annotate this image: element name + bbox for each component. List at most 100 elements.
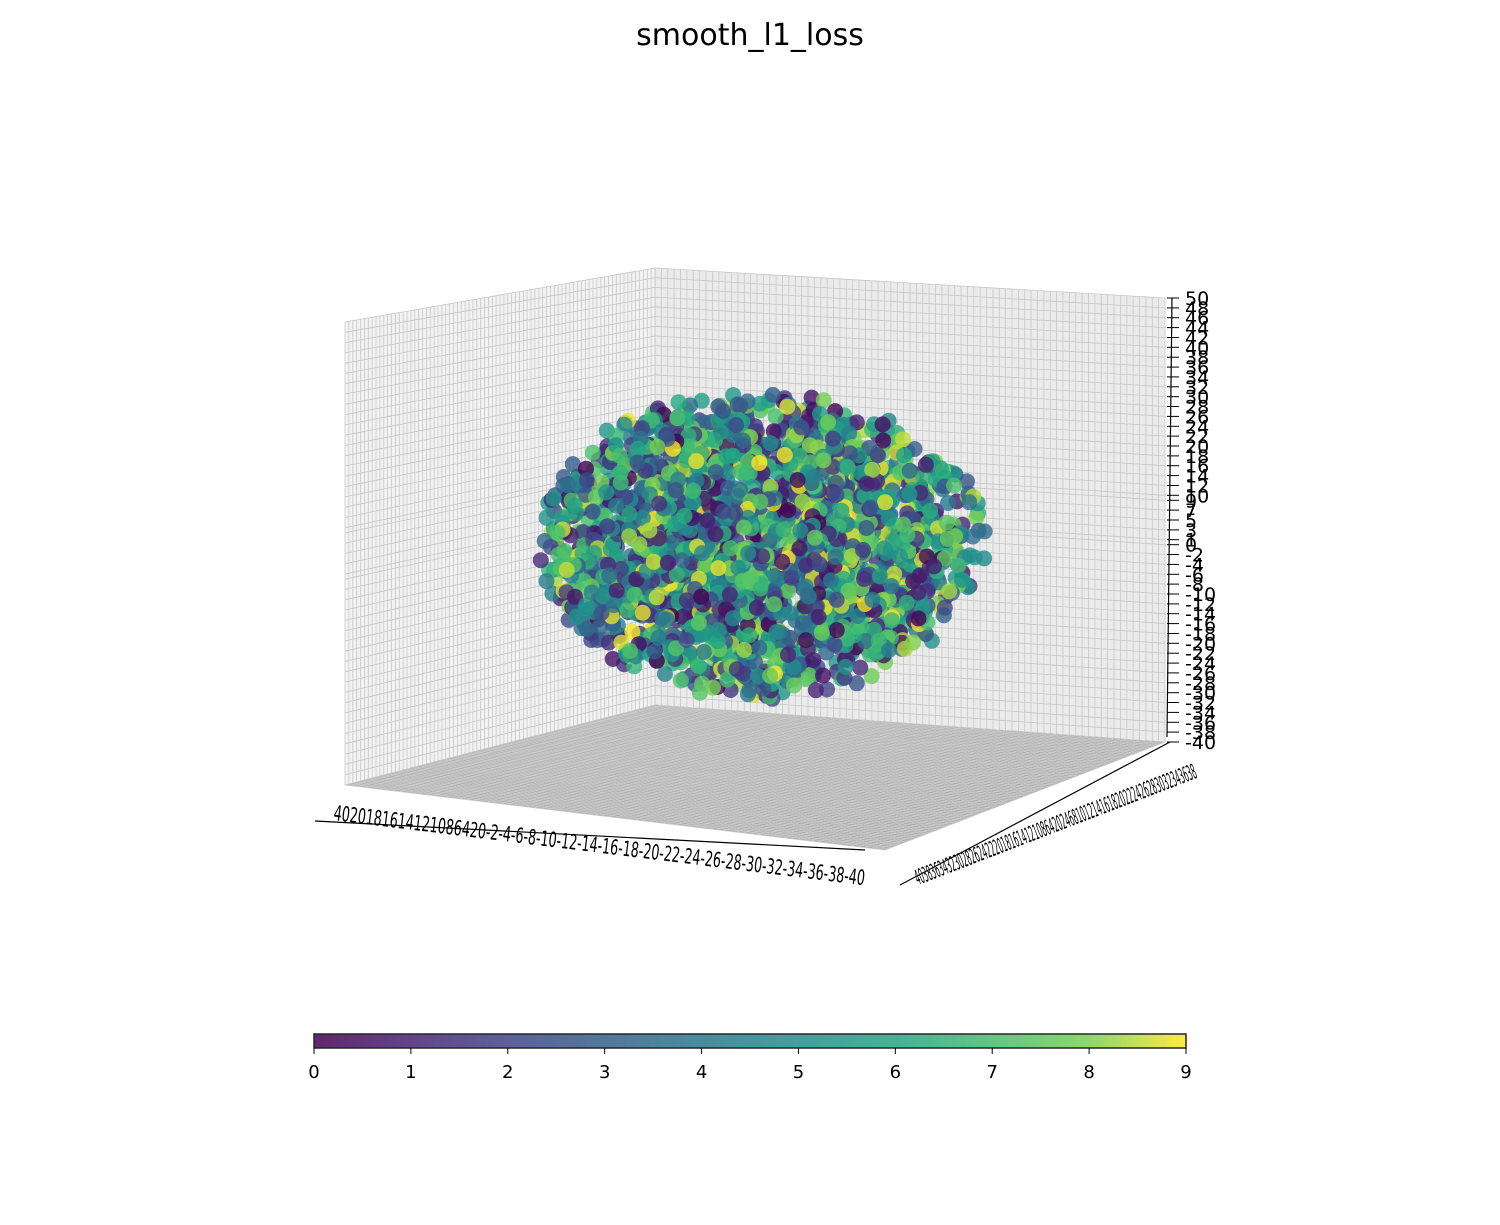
scatter-point: [616, 416, 633, 433]
scatter-point: [946, 477, 963, 494]
scatter-point: [922, 502, 939, 519]
scatter-point: [741, 682, 758, 699]
gridline-left-z: [344, 393, 656, 457]
gridline-floor-x: [709, 729, 1000, 830]
gridline-floor-y: [608, 716, 1124, 759]
z-tick-label: 48: [1185, 298, 1209, 320]
scatter-point: [871, 568, 888, 585]
scatter-point: [874, 416, 891, 433]
scatter-point: [805, 468, 822, 485]
z-axis-ticks: -40-38-36-34-32-30-28-26-24-22-20-18-16-…: [1167, 288, 1216, 754]
gridline-back-z: [654, 296, 1166, 328]
scatter-point: [605, 597, 622, 614]
gridline-left-z: [344, 287, 656, 343]
scatter-point: [649, 438, 666, 455]
z-tick-label: -6: [1185, 564, 1204, 586]
scatter-point: [752, 493, 769, 510]
scatter-point: [789, 472, 806, 488]
scatter-point: [710, 560, 727, 577]
z-tick-label: -14: [1185, 604, 1216, 626]
scatter-point: [721, 586, 738, 603]
gridline-floor-y: [596, 719, 1113, 763]
scatter-point: [648, 589, 665, 606]
scatter-point: [584, 503, 601, 520]
gridline-floor-y: [620, 713, 1134, 755]
scatter-point: [672, 672, 689, 689]
scatter-point: [833, 502, 850, 519]
colorbar-gradient: [313, 1033, 1187, 1049]
gridline-floor-y: [503, 743, 1029, 795]
scatter-point: [695, 414, 712, 431]
z-tick-label: 32: [1185, 377, 1209, 399]
scatter-point: [899, 527, 916, 543]
scatter-point: [586, 545, 603, 562]
gridline-back-z: [654, 277, 1166, 309]
scatter-point: [676, 507, 693, 524]
gridline-floor-y: [604, 717, 1120, 760]
scatter-point: [783, 569, 800, 586]
gridline-floor-x: [736, 731, 1025, 833]
scatter-point: [794, 493, 811, 510]
scatter-point: [611, 447, 628, 464]
scatter-point: [828, 622, 845, 639]
scatter-point: [659, 554, 676, 571]
colorbar-tick-label: 7: [986, 1062, 997, 1083]
scatter-point: [732, 481, 748, 498]
scatter-point: [863, 668, 880, 685]
scatter-point: [807, 682, 824, 699]
gridline-floor-x: [668, 726, 962, 825]
scatter-point: [696, 643, 712, 660]
gridline-floor-x: [844, 738, 1127, 846]
gridline-floor-y: [616, 714, 1131, 756]
scatter-point: [697, 557, 714, 574]
z-tick-label: 26: [1185, 406, 1209, 428]
gridline-floor-x: [871, 740, 1153, 849]
scatter-point: [939, 530, 956, 547]
scatter-point: [950, 557, 967, 574]
scatter-point: [668, 566, 685, 583]
z-tick-label: 18: [1185, 446, 1209, 468]
gridline-floor-x: [682, 727, 974, 826]
gridline-back-z: [654, 335, 1166, 368]
scatter-point: [600, 634, 617, 651]
gridline-floor-y: [647, 706, 1159, 746]
gridline-floor-y: [542, 733, 1064, 782]
scatter-point: [593, 604, 610, 621]
z-tick-label: -40: [1185, 732, 1216, 754]
gridline-floor-x: [716, 730, 1006, 831]
scatter-point: [925, 558, 942, 575]
z-tick-label: 44: [1185, 318, 1209, 340]
gridline-left-z: [344, 694, 656, 776]
gridline-left-z: [344, 316, 656, 374]
gridline-floor-x: [878, 741, 1159, 850]
gridline-left-z: [344, 364, 656, 426]
scatter-point: [734, 572, 751, 589]
scatter-point: [780, 502, 797, 519]
gridline-floor-x: [803, 736, 1089, 841]
scatter-point: [538, 573, 555, 590]
colorbar-tick-label: 4: [696, 1062, 707, 1083]
scatter-point: [917, 456, 934, 473]
gridline-floor-x: [648, 725, 943, 822]
gridline-floor-x: [783, 734, 1070, 839]
scatter-point: [896, 447, 912, 464]
scatter-point: [604, 650, 621, 667]
gridline-left-z: [344, 296, 656, 354]
gridline-left-z: [344, 277, 656, 333]
scatter-point: [646, 643, 663, 660]
scatter-point: [880, 642, 897, 659]
scatter-point: [940, 495, 956, 511]
scatter-point: [641, 522, 658, 539]
z-tick-label: 7: [1185, 500, 1197, 522]
scatter-point: [774, 553, 791, 570]
gridline-floor-y: [612, 715, 1127, 758]
gridline-floor-x: [790, 735, 1076, 839]
gridline-floor-x: [864, 740, 1147, 848]
scatter-point: [682, 522, 698, 539]
scatter-point: [724, 610, 741, 627]
gridline-floor-x: [851, 739, 1134, 847]
scatter-point: [858, 475, 875, 492]
gridline-floor-x: [857, 739, 1140, 848]
z-tick-label: -30: [1185, 683, 1216, 705]
scatter-point: [961, 494, 978, 511]
